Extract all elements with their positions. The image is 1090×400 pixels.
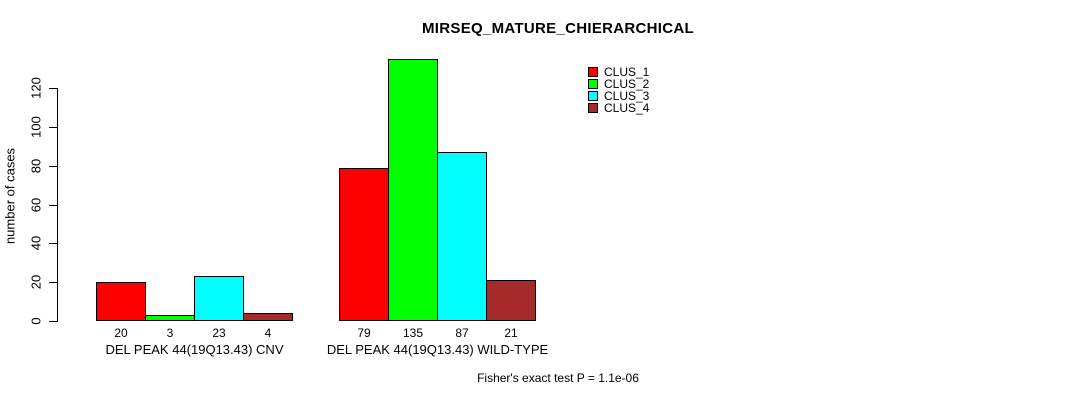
y-tick-label: 80 [28, 158, 44, 174]
bar-value-label: 20 [114, 326, 128, 340]
bar-clus_3-group2 [437, 152, 487, 321]
bar-value-label: 3 [166, 326, 174, 340]
legend-swatch-icon [588, 67, 598, 77]
legend-swatch-icon [588, 91, 598, 101]
legend-row: CLUS_4 [588, 102, 649, 114]
y-tick-mark [49, 243, 57, 244]
legend-label: CLUS_3 [604, 89, 650, 103]
legend-swatch-icon [588, 79, 598, 89]
bar-clus_3-group1 [194, 276, 244, 321]
y-tick-mark [49, 88, 57, 89]
group-label: DEL PEAK 44(19Q13.43) CNV [105, 342, 284, 357]
legend-label: CLUS_2 [604, 77, 650, 91]
legend-label: CLUS_4 [604, 101, 650, 115]
bar-clus_1-group1 [96, 282, 146, 321]
bar-value-label: 21 [504, 326, 518, 340]
y-tick-label: 60 [28, 197, 44, 213]
y-tick-label: 0 [28, 317, 44, 325]
legend-row: CLUS_1 [588, 66, 649, 78]
bar-clus_1-group2 [339, 168, 389, 321]
bar-clus_2-group2 [388, 59, 438, 321]
bar-value-label: 23 [212, 326, 226, 340]
y-tick-mark [49, 166, 57, 167]
bar-value-label: 79 [357, 326, 371, 340]
y-tick-mark [49, 127, 57, 128]
stat-annotation: Fisher's exact test P = 1.1e-06 [477, 371, 639, 385]
bar-clus_4-group2 [486, 280, 536, 321]
chart-title: MIRSEQ_MATURE_CHIERARCHICAL [422, 20, 694, 37]
y-tick-mark [49, 282, 57, 283]
y-tick-mark [49, 321, 57, 322]
bar-clus_2-group1 [145, 315, 195, 321]
bar-value-label: 135 [402, 326, 424, 340]
y-tick-label: 40 [28, 235, 44, 251]
y-tick-label: 120 [28, 77, 44, 99]
legend-row: CLUS_2 [588, 78, 649, 90]
group-label: DEL PEAK 44(19Q13.43) WILD-TYPE [326, 342, 549, 357]
legend-row: CLUS_3 [588, 90, 649, 102]
bar-value-label: 4 [264, 326, 272, 340]
bar-value-label: 87 [455, 326, 469, 340]
y-tick-label: 20 [28, 274, 44, 290]
legend-label: CLUS_1 [604, 65, 650, 79]
y-axis-label: number of cases [2, 147, 18, 245]
y-axis-line [57, 88, 58, 322]
y-tick-label: 100 [28, 116, 44, 138]
y-tick-mark [49, 205, 57, 206]
legend: CLUS_1 CLUS_2 CLUS_3 CLUS_4 [588, 66, 649, 114]
legend-swatch-icon [588, 103, 598, 113]
bar-clus_4-group1 [243, 313, 293, 321]
